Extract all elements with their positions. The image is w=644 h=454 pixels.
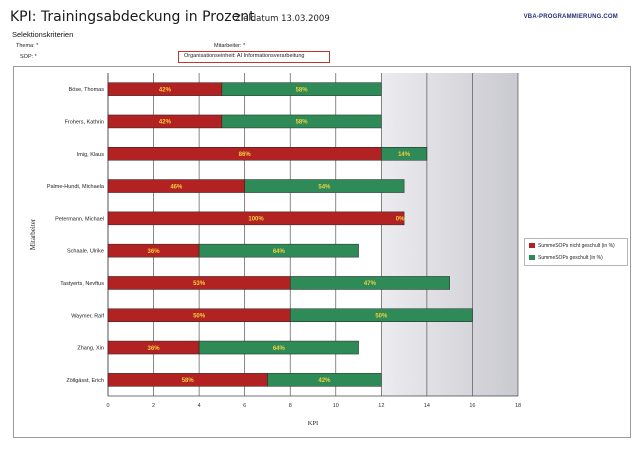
y-category-label: Palme-Hundt, Michaela <box>47 184 105 190</box>
legend-label-not-trained: SummeSOPs nicht geschult (in %) <box>538 243 615 249</box>
y-category-label: Petermann, Michael <box>55 216 104 222</box>
bar-data-label: 50% <box>375 313 388 319</box>
x-tick-label: 4 <box>198 403 201 409</box>
bar-data-label: 42% <box>318 378 331 384</box>
x-tick-label: 2 <box>152 403 155 409</box>
y-axis-title: Mitarbeiter <box>29 218 37 250</box>
bar-not-trained <box>107 211 405 226</box>
y-category-label: Zhang, Xin <box>77 346 104 352</box>
y-category-label: Zöllgässt, Erich <box>66 378 104 384</box>
target-date: Zieldatum 13.03.2009 <box>235 14 330 24</box>
y-category-label: Frohers, Kathrin <box>65 119 104 125</box>
bar-data-label: 47% <box>364 281 377 287</box>
bar-trained <box>198 340 359 355</box>
bar-data-label: 42% <box>159 87 172 93</box>
bar-data-label: 50% <box>193 313 206 319</box>
filter-thema: Thema: * <box>16 43 39 49</box>
report-title: KPI: Trainingsabdeckung in Prozent <box>10 9 255 25</box>
x-tick-label: 8 <box>289 403 292 409</box>
legend-item-trained: SummeSOPs geschult (in %) <box>529 255 603 261</box>
bar-data-label: 58% <box>182 378 195 384</box>
x-tick-label: 12 <box>378 403 384 409</box>
bar-data-label: 36% <box>148 249 161 255</box>
y-category-label: Böse, Thomas <box>69 87 105 93</box>
bar-trained <box>221 82 382 96</box>
x-axis-title: KPI <box>308 420 318 427</box>
x-tick-label: 10 <box>333 403 339 409</box>
bar-data-label: 64% <box>273 249 286 255</box>
bar-data-label: 86% <box>239 152 252 158</box>
y-category-label: Imig, Klaus <box>77 152 104 158</box>
section-title: Selektionskriterien <box>12 30 74 39</box>
legend-label-trained: SummeSOPs geschult (in %) <box>538 255 603 261</box>
x-tick-label: 16 <box>469 403 475 409</box>
bar-data-label: 100% <box>248 217 264 223</box>
filter-mitarbeiter: Mitarbeiter: * <box>214 43 246 49</box>
x-tick-label: 14 <box>424 403 430 409</box>
y-category-label: Tastyerts, Nevftus <box>60 281 104 287</box>
filter-sop: SOP: * <box>20 54 37 60</box>
chart-legend: SummeSOPs nicht geschult (in %) SummeSOP… <box>524 238 628 266</box>
legend-item-not-trained: SummeSOPs nicht geschult (in %) <box>529 243 615 249</box>
bar-trained <box>198 243 359 258</box>
legend-swatch-not-trained <box>529 243 535 249</box>
x-tick-label: 6 <box>243 403 246 409</box>
bar-trained <box>289 276 450 290</box>
bar-trained <box>221 114 382 129</box>
bar-trained <box>244 179 405 193</box>
plot-band <box>381 73 518 396</box>
bar-data-label: 64% <box>273 346 286 352</box>
bar-data-label: 0% <box>396 217 405 223</box>
bar-data-label: 42% <box>159 120 172 126</box>
y-category-label: Waymer, Ralf <box>71 313 104 319</box>
bar-data-label: 53% <box>193 281 206 287</box>
y-category-label: Schaale, Ulrike <box>67 249 104 255</box>
bar-data-label: 54% <box>318 184 331 190</box>
legend-swatch-trained <box>529 255 535 261</box>
site-logo-text[interactable]: VBA-PROGRAMMIERUNG.COM <box>523 14 618 20</box>
bar-data-label: 58% <box>296 87 309 93</box>
x-tick-label: 0 <box>106 403 109 409</box>
bar-data-label: 36% <box>148 346 161 352</box>
bar-trained <box>289 308 473 322</box>
bar-data-label: 58% <box>296 120 309 126</box>
bar-trained <box>267 373 382 387</box>
x-tick-label: 18 <box>515 403 521 409</box>
bar-data-label: 14% <box>398 152 411 158</box>
bar-trained <box>381 147 428 161</box>
filter-org-unit[interactable]: Organisationseinheit: AI Informationsver… <box>178 51 330 63</box>
bar-data-label: 46% <box>170 184 183 190</box>
